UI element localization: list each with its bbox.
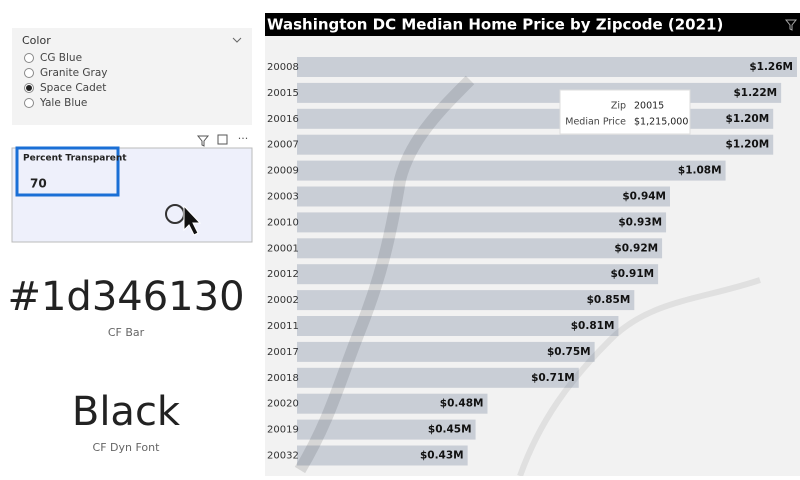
radio[interactable] <box>24 98 34 108</box>
card-value: Black <box>72 389 181 435</box>
data-label: $0.85M <box>587 294 631 306</box>
data-label: $1.26M <box>749 61 793 73</box>
y-tick-label: 20003 <box>267 192 299 203</box>
data-label: $0.91M <box>610 268 654 280</box>
option-label[interactable]: Space Cadet <box>40 82 106 94</box>
y-tick-label: 20017 <box>267 347 299 358</box>
y-tick-label: 20002 <box>267 295 299 306</box>
option-label[interactable]: Granite Gray <box>40 67 107 79</box>
data-label: $0.94M <box>622 191 666 203</box>
input-value[interactable]: 70 <box>30 177 47 191</box>
data-label: $0.92M <box>614 242 658 254</box>
tooltip-value: $1,215,000 <box>634 117 688 128</box>
map-river <box>294 75 475 474</box>
data-label: $0.43M <box>420 450 464 462</box>
chart-title: Washington DC Median Home Price by Zipco… <box>267 16 723 34</box>
y-tick-label: 20009 <box>267 166 299 177</box>
y-tick-label: 20016 <box>267 114 299 125</box>
bar[interactable] <box>297 82 782 103</box>
data-label: $1.22M <box>733 87 777 99</box>
bar[interactable] <box>297 108 774 129</box>
tooltip-value: 20015 <box>634 101 664 112</box>
bar[interactable] <box>297 316 619 336</box>
radio[interactable] <box>24 68 34 78</box>
data-label: $0.45M <box>428 424 472 436</box>
bar[interactable] <box>297 264 659 285</box>
map-background <box>265 36 800 476</box>
data-label: $0.81M <box>571 320 615 332</box>
data-label: $0.48M <box>440 398 484 410</box>
y-tick-label: 20008 <box>267 62 299 73</box>
y-tick-label: 20012 <box>267 269 299 280</box>
y-tick-label: 20007 <box>267 140 299 151</box>
data-label: $0.93M <box>618 216 662 228</box>
bar[interactable] <box>297 186 671 207</box>
data-label: $0.71M <box>531 372 575 384</box>
chevron[interactable] <box>232 37 242 43</box>
option-label[interactable]: Yale Blue <box>39 97 87 109</box>
y-tick-label: 20011 <box>267 321 299 332</box>
bar[interactable] <box>297 445 468 466</box>
filter-icon[interactable] <box>196 135 210 147</box>
filter-icon[interactable] <box>784 19 798 31</box>
map-river <box>517 277 761 478</box>
more-icon[interactable]: ··· <box>238 132 249 145</box>
option-label[interactable]: CG Blue <box>40 52 82 64</box>
bar[interactable] <box>297 57 797 77</box>
bar[interactable] <box>297 419 476 440</box>
slicer-title: Color <box>22 34 51 47</box>
tooltip-label: Median Price <box>565 117 626 128</box>
y-tick-label: 20019 <box>267 425 299 436</box>
focus-icon[interactable] <box>217 134 228 145</box>
y-tick-label: 20015 <box>267 88 299 99</box>
data-label: $1.20M <box>726 139 770 151</box>
bar[interactable] <box>297 134 774 155</box>
bar[interactable] <box>297 367 579 388</box>
input-focus[interactable] <box>15 146 120 197</box>
bar[interactable] <box>297 290 635 311</box>
card-label: CF Dyn Font <box>93 441 161 454</box>
tooltip <box>559 89 691 135</box>
radio[interactable] <box>24 53 34 63</box>
radio-dot <box>26 85 32 91</box>
card-label: CF Bar <box>108 326 145 339</box>
bar[interactable] <box>297 341 595 362</box>
tooltip-label: Zip <box>611 101 626 112</box>
bar[interactable] <box>297 212 667 233</box>
bar[interactable] <box>297 393 488 414</box>
y-tick-label: 20001 <box>267 243 299 254</box>
cursor <box>183 204 202 236</box>
card-value: #1d346130 <box>7 274 244 320</box>
y-tick-label: 20020 <box>267 399 299 410</box>
data-label: $1.20M <box>726 113 770 125</box>
slicer-box <box>12 28 252 125</box>
data-label: $0.75M <box>547 346 591 358</box>
input-label: Percent Transparent <box>23 154 127 164</box>
bar[interactable] <box>297 160 726 181</box>
y-tick-label: 20010 <box>267 217 299 228</box>
visual-header: ··· <box>196 132 249 147</box>
data-label: $1.08M <box>678 165 722 177</box>
y-tick-label: 20018 <box>267 373 299 384</box>
y-tick-label: 20032 <box>267 451 299 462</box>
input-card <box>11 147 253 243</box>
title-bar <box>265 13 800 36</box>
bar[interactable] <box>297 238 663 259</box>
